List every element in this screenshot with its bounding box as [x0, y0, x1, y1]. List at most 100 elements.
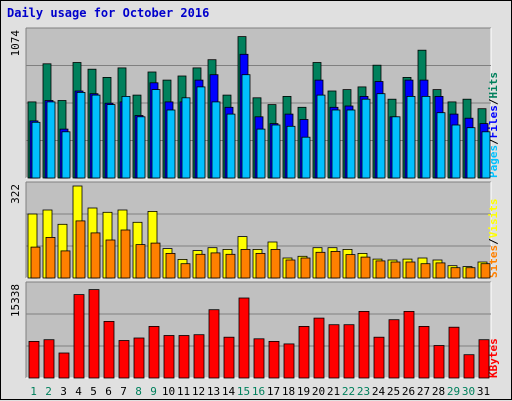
legend-entry: KBytes [487, 338, 500, 378]
bar-pages-day-21 [331, 109, 341, 179]
bar-sites-day-9 [150, 242, 161, 279]
bar-kbytes-day-20 [313, 317, 325, 379]
bar-pages-day-2 [46, 101, 56, 179]
x-tick-label: 6 [105, 385, 112, 398]
bar-sites-day-17 [270, 248, 281, 279]
side-legend: KBytes [487, 338, 500, 378]
bar-pages-day-4 [76, 92, 86, 179]
bar-kbytes-day-1 [28, 340, 40, 379]
bar-sites-day-26 [405, 261, 416, 279]
x-tick-label: 30 [462, 385, 475, 398]
bar-kbytes-day-12 [193, 334, 205, 379]
bar-pages-day-17 [271, 124, 281, 179]
bar-kbytes-day-10 [163, 335, 175, 379]
y-max-label: 1074 [9, 30, 22, 57]
bar-kbytes-day-15 [238, 297, 250, 379]
bar-kbytes-day-24 [373, 336, 385, 379]
bar-sites-day-20 [315, 251, 326, 279]
bar-pages-day-9 [151, 89, 161, 179]
bar-sites-day-18 [285, 259, 296, 279]
bar-pages-day-28 [436, 112, 446, 179]
bar-pages-day-3 [61, 131, 71, 179]
bar-kbytes-day-14 [223, 336, 235, 379]
bar-pages-day-29 [451, 124, 461, 179]
x-tick-label: 29 [447, 385, 460, 398]
bar-sites-day-4 [75, 220, 86, 279]
x-tick-label: 11 [177, 385, 190, 398]
bar-sites-day-15 [240, 248, 251, 279]
bar-kbytes-day-30 [463, 354, 475, 379]
legend-entry: Visits [487, 199, 500, 239]
bar-pages-day-22 [346, 109, 356, 179]
legend-entry: Files [487, 105, 500, 138]
bar-kbytes-day-13 [208, 309, 220, 379]
bar-pages-day-6 [106, 104, 116, 179]
bar-pages-day-24 [376, 93, 386, 179]
bar-pages-day-7 [121, 96, 131, 179]
bar-pages-day-8 [136, 116, 146, 179]
bar-sites-day-19 [300, 257, 311, 279]
bar-pages-day-30 [466, 127, 476, 179]
x-tick-label: 3 [60, 385, 67, 398]
chart-title: Daily usage for October 2016 [7, 6, 209, 20]
x-tick-label: 7 [120, 385, 127, 398]
x-tick-label: 14 [222, 385, 236, 398]
bar-pages-day-13 [211, 101, 221, 179]
x-tick-label: 27 [417, 385, 430, 398]
bar-kbytes-day-31 [478, 339, 490, 379]
x-tick-label: 26 [402, 385, 415, 398]
bar-kbytes-day-26 [403, 310, 415, 379]
bar-sites-day-28 [435, 262, 446, 279]
x-tick-label: 1 [30, 385, 37, 398]
bar-kbytes-day-27 [418, 325, 430, 379]
bar-kbytes-day-5 [88, 289, 100, 379]
bar-kbytes-day-2 [43, 339, 55, 379]
bar-kbytes-day-9 [148, 325, 160, 379]
bar-sites-day-23 [360, 256, 371, 279]
bar-sites-day-31 [480, 263, 491, 279]
x-tick-label: 22 [342, 385, 355, 398]
bar-kbytes-day-16 [253, 338, 265, 379]
bar-sites-day-16 [255, 252, 266, 279]
legend-entry: / [487, 138, 500, 145]
bar-kbytes-day-17 [268, 340, 280, 379]
bar-pages-day-26 [406, 96, 416, 179]
bar-sites-day-7 [120, 229, 131, 279]
bar-sites-day-24 [375, 260, 386, 279]
bar-kbytes-day-21 [328, 324, 340, 379]
bar-sites-day-22 [345, 254, 356, 279]
bar-sites-day-29 [450, 267, 461, 279]
bar-sites-day-5 [90, 232, 101, 279]
x-tick-label: 25 [387, 385, 400, 398]
bar-sites-day-6 [105, 239, 116, 279]
x-tick-label: 21 [327, 385, 340, 398]
x-tick-label: 10 [162, 385, 175, 398]
bar-pages-day-16 [256, 128, 266, 179]
x-tick-label: 28 [432, 385, 445, 398]
panel-kbytes: 15338 KBytes [9, 281, 500, 379]
bar-sites-day-3 [60, 250, 71, 279]
bar-sites-day-25 [390, 261, 401, 279]
bar-sites-day-12 [195, 253, 206, 279]
bar-kbytes-day-25 [388, 319, 400, 379]
bar-sites-day-14 [225, 253, 236, 279]
bar-pages-day-19 [301, 136, 311, 179]
x-tick-label: 20 [312, 385, 325, 398]
legend-entry: Hits [487, 72, 500, 99]
bar-pages-day-31 [481, 131, 491, 179]
x-tick-label: 18 [282, 385, 295, 398]
x-tick-label: 5 [90, 385, 97, 398]
bar-sites-day-2 [45, 236, 56, 279]
bar-sites-day-8 [135, 244, 146, 279]
x-tick-label: 15 [237, 385, 250, 398]
bar-kbytes-day-22 [343, 324, 355, 379]
legend-entry: / [487, 98, 500, 105]
bar-pages-day-25 [391, 116, 401, 179]
bar-kbytes-day-11 [178, 335, 190, 379]
bar-pages-day-27 [421, 96, 431, 179]
bar-pages-day-12 [196, 86, 206, 179]
bar-kbytes-day-7 [118, 340, 130, 379]
